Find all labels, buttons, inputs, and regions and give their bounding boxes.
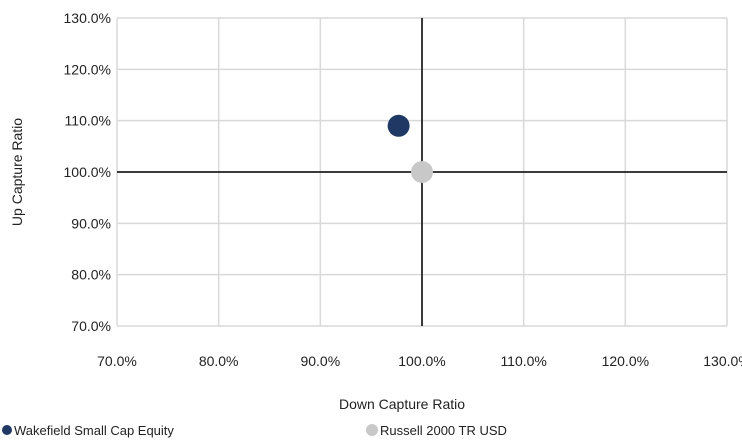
y-tick-label: 130.0% [64, 10, 111, 26]
data-points [387, 114, 433, 183]
x-tick-label: 120.0% [602, 353, 649, 369]
x-tick-label: 80.0% [199, 353, 239, 369]
y-tick-label: 100.0% [64, 164, 111, 180]
data-point-russell [411, 161, 433, 183]
x-tick-labels: 70.0% 80.0% 90.0% 100.0% 110.0% 120.0% 130.0% [97, 353, 742, 369]
x-axis-label: Down Capture Ratio [339, 396, 465, 412]
y-tick-label: 120.0% [64, 61, 111, 77]
legend-label-russell: Russell 2000 TR USD [380, 423, 507, 438]
y-tick-labels: 130.0% 120.0% 110.0% 100.0% 90.0% 80.0% 70.0% [64, 10, 111, 334]
legend-label-wakefield: Wakefield Small Cap Equity [14, 423, 174, 438]
x-tick-label: 70.0% [97, 353, 137, 369]
y-tick-label: 70.0% [71, 318, 111, 334]
y-tick-label: 80.0% [71, 267, 111, 283]
y-axis-label: Up Capture Ratio [9, 118, 25, 226]
legend-marker-russell [366, 424, 378, 436]
x-tick-label: 90.0% [300, 353, 340, 369]
x-tick-label: 130.0% [703, 353, 742, 369]
y-tick-label: 90.0% [71, 215, 111, 231]
x-tick-label: 110.0% [500, 353, 546, 369]
legend-marker-wakefield [2, 425, 12, 435]
legend: Wakefield Small Cap Equity Russell 2000 … [2, 423, 507, 438]
x-tick-label: 100.0% [398, 353, 445, 369]
data-point-wakefield [387, 114, 410, 137]
y-tick-label: 110.0% [65, 113, 111, 129]
